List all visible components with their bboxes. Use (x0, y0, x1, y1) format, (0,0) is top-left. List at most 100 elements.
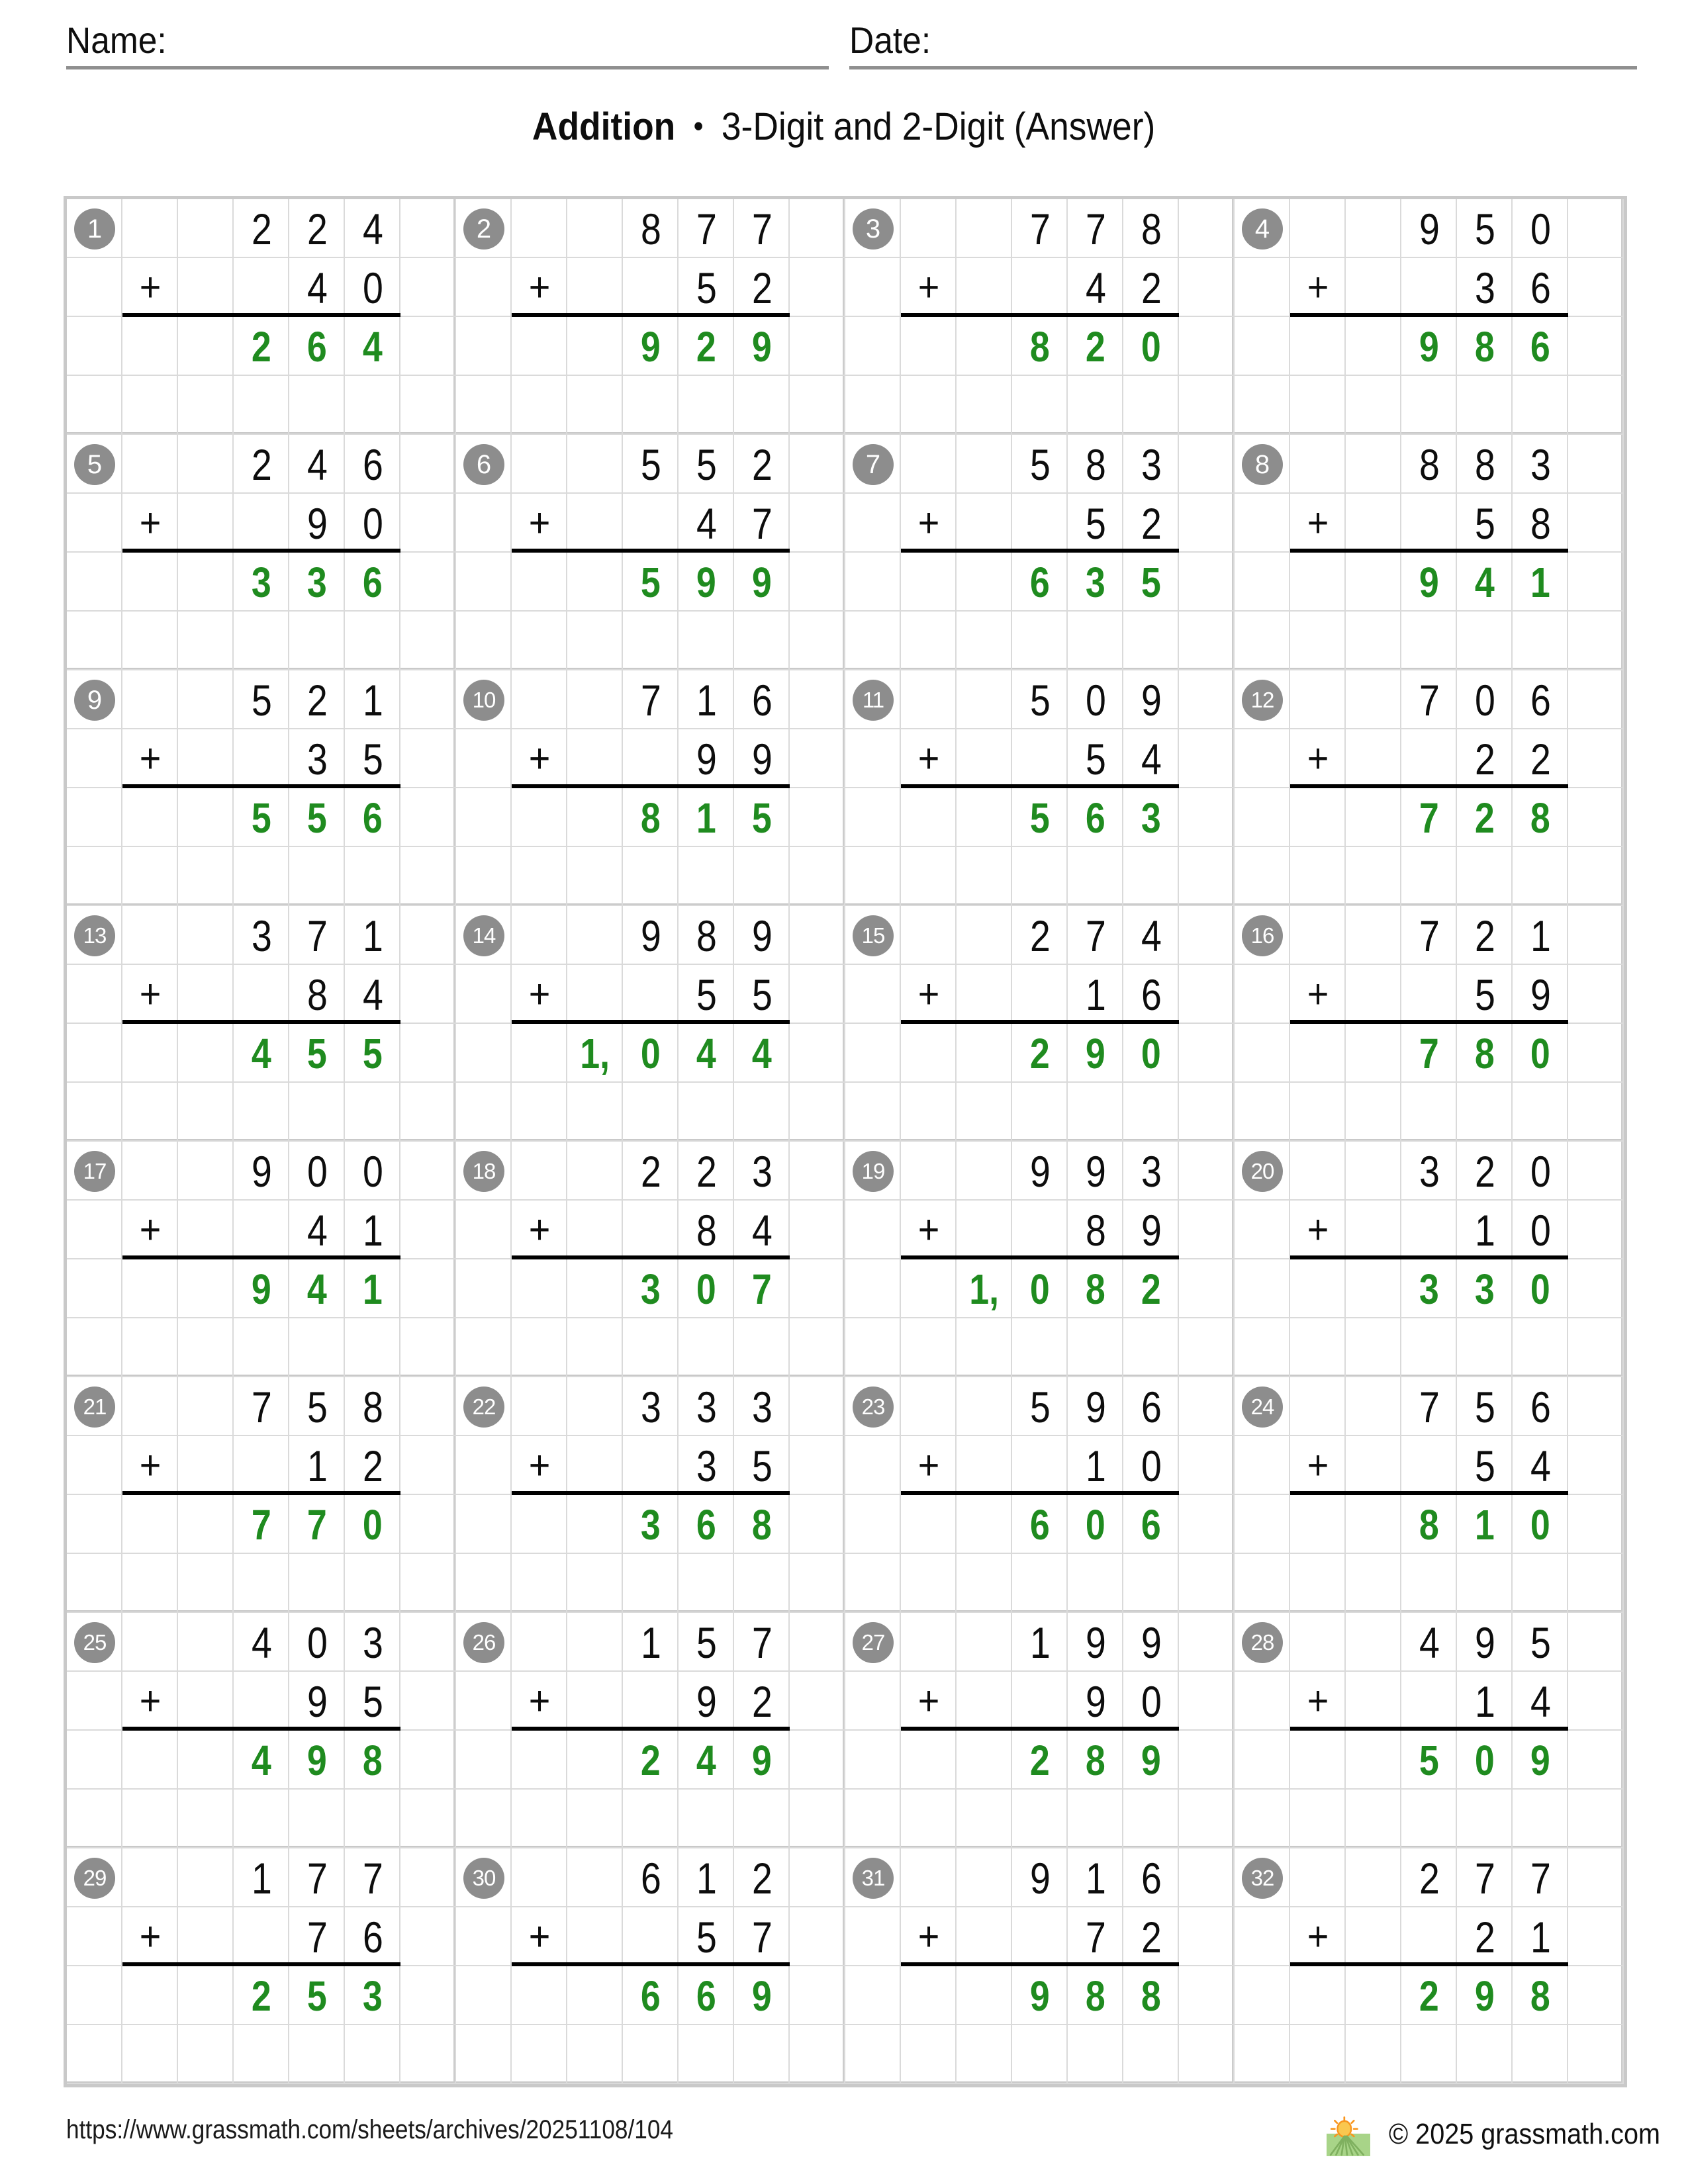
sum-line (512, 784, 790, 788)
addend-bottom-digit: 4 (734, 1201, 790, 1259)
addend-bottom-digit-text: 2 (751, 263, 773, 312)
addend-top-digit-text: 9 (1085, 1617, 1106, 1667)
answer-digit: 5 (289, 788, 345, 847)
answer-digit: 4 (289, 1259, 345, 1318)
addend-top-digit-text: 6 (1141, 1382, 1162, 1432)
answer-digit-text: 5 (641, 558, 661, 606)
addend-top-digit: 5 (1012, 670, 1068, 729)
addend-bottom-digit: 9 (679, 729, 734, 788)
answer-digit: 0 (679, 1259, 734, 1318)
plus-sign-icon-text: + (1307, 971, 1329, 1017)
addend-top-digit: 5 (1457, 1377, 1513, 1436)
addend-top-digit-text: 4 (1141, 911, 1162, 960)
answer-digit: 8 (1401, 1495, 1457, 1554)
addend-bottom-digit: 9 (289, 1672, 345, 1731)
addend-top-digit: 7 (1401, 670, 1457, 729)
addend-top-digit: 8 (1123, 199, 1179, 258)
sum-line (512, 1962, 790, 1966)
problem-number-badge: 14 (456, 906, 512, 965)
answer-digit: 5 (289, 1024, 345, 1083)
addend-top-digit-text: 3 (1530, 439, 1551, 489)
addend-top-digit-text: 8 (1474, 439, 1495, 489)
addend-bottom-digit: 9 (679, 1672, 734, 1731)
problem-number-badge: 16 (1235, 906, 1290, 965)
addend-bottom-digit: 5 (345, 729, 400, 788)
addend-top-digit: 1 (1513, 906, 1568, 965)
addend-bottom-digit: 4 (289, 258, 345, 317)
addend-bottom-digit-text: 9 (1530, 970, 1551, 1019)
problem-number-badge-text: 32 (1242, 1857, 1283, 1899)
addend-bottom-digit-text: 5 (696, 263, 717, 312)
problem-block-18: 18 2 2 3 +8 4 3 0 7 (456, 1142, 845, 1377)
problem-block-22: 22 3 3 3 +3 5 3 6 8 (456, 1377, 845, 1613)
answer-digit: 3 (623, 1495, 679, 1554)
addend-top-digit: 2 (234, 435, 289, 494)
problem-block-6: 6 5 5 2 +4 7 5 9 9 (456, 435, 845, 670)
addend-bottom-digit: 5 (679, 258, 734, 317)
answer-digit: 2 (1012, 1024, 1068, 1083)
addend-bottom-digit: 4 (1068, 258, 1123, 317)
answer-digit-text: 9 (1141, 1736, 1161, 1784)
problem-block-20: 20 3 2 0 +1 0 3 3 0 (1235, 1142, 1624, 1377)
addend-bottom-digit-text: 5 (1474, 1441, 1495, 1490)
addend-bottom-digit-text: 2 (1141, 498, 1162, 548)
sum-line (901, 1962, 1179, 1966)
sum-line (122, 784, 400, 788)
addend-top-digit-text: 6 (640, 1853, 661, 1903)
answer-digit: 9 (1457, 1966, 1513, 2025)
plus-sign-icon-text: + (139, 1678, 162, 1724)
answer-digit-text: 0 (641, 1029, 661, 1077)
sum-line (1290, 1255, 1568, 1259)
addend-top-digit-text: 2 (696, 1146, 717, 1196)
addend-top-digit: 3 (345, 1613, 400, 1672)
addend-bottom-digit: 1 (1457, 1201, 1513, 1259)
problem-number-badge-text: 15 (853, 915, 894, 956)
answer-digit-text: 4 (307, 1265, 327, 1313)
answer-digit-text: 0 (1030, 1265, 1050, 1313)
addend-bottom-digit: 0 (1123, 1672, 1179, 1731)
addend-bottom-digit-text: 0 (1141, 1676, 1162, 1726)
problem-number-badge: 13 (67, 906, 122, 965)
plus-sign-icon: + (1290, 1907, 1346, 1966)
addend-top-digit: 5 (1012, 435, 1068, 494)
addend-top-digit-text: 1 (362, 675, 383, 725)
plus-sign-icon: + (512, 729, 567, 788)
addend-top-digit: 7 (1012, 199, 1068, 258)
plus-sign-icon: + (512, 258, 567, 317)
answer-digit-text: 1 (363, 1265, 383, 1313)
sum-line (901, 1020, 1179, 1024)
addend-top-digit-text: 7 (640, 675, 661, 725)
plus-sign-icon-text: + (1307, 264, 1329, 310)
answer-digit-text: 7 (752, 1265, 772, 1313)
plus-sign-icon: + (901, 1436, 957, 1495)
answer-digit-text: 8 (363, 1736, 383, 1784)
addend-top-digit-text: 7 (1085, 204, 1106, 253)
problem-number-badge: 19 (845, 1142, 901, 1201)
answer-digit: 5 (1012, 788, 1068, 847)
problem-number-badge-text: 6 (463, 443, 504, 485)
addend-bottom-digit-text: 0 (362, 498, 383, 548)
answer-digit-text: 0 (696, 1265, 716, 1313)
problem-block-19: 19 9 9 3 +8 9 1, 0 8 2 (845, 1142, 1235, 1377)
addend-top-digit-text: 0 (1474, 675, 1495, 725)
addend-top-digit: 1 (679, 670, 734, 729)
addend-top-digit: 0 (1457, 670, 1513, 729)
addend-top-digit-text: 9 (640, 911, 661, 960)
sum-line (1290, 313, 1568, 317)
addend-top-digit: 2 (679, 1142, 734, 1201)
answer-digit: 4 (679, 1024, 734, 1083)
addend-top-digit: 9 (1012, 1142, 1068, 1201)
addend-top-digit: 3 (1401, 1142, 1457, 1201)
addend-top-digit-text: 6 (362, 439, 383, 489)
addend-bottom-digit-text: 1 (1085, 1441, 1106, 1490)
problem-block-26: 26 1 5 7 +9 2 2 4 9 (456, 1613, 845, 1848)
addend-top-digit: 0 (1068, 670, 1123, 729)
addend-top-digit: 8 (1457, 435, 1513, 494)
addend-top-digit-text: 1 (696, 1853, 717, 1903)
problem-number-badge-text: 8 (1242, 443, 1283, 485)
addend-top-digit: 2 (623, 1142, 679, 1201)
addend-bottom-digit: 5 (734, 1436, 790, 1495)
addend-top-digit: 5 (234, 670, 289, 729)
addend-top-digit-text: 7 (1029, 204, 1051, 253)
addend-top-digit: 4 (1123, 906, 1179, 965)
